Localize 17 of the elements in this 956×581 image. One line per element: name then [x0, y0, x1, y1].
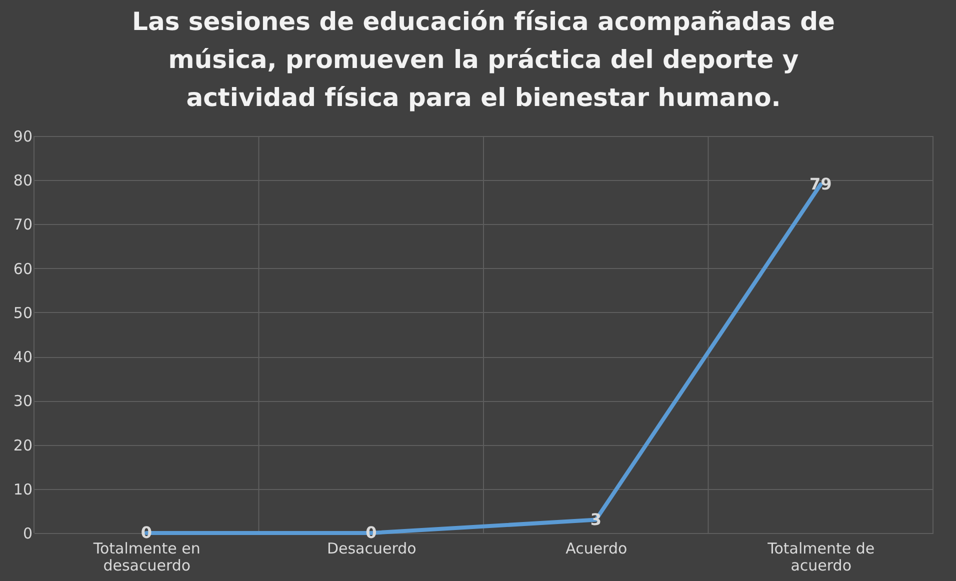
y-tick-label: 50	[13, 304, 32, 322]
data-label: 79	[809, 174, 832, 194]
chart-title: Las sesiones de educación física acompañadas de música, promueven la práctica del deporte y actividad física para el bienestar humano.	[132, 7, 835, 112]
x-tick-label: Acuerdo	[566, 540, 628, 558]
y-tick-label: 60	[13, 260, 32, 278]
y-tick-label: 30	[13, 392, 32, 410]
x-tick-label: Desacuerdo	[326, 540, 416, 558]
y-tick-label: 40	[13, 348, 32, 366]
x-tick-label: Totalmente de acuerdo	[766, 540, 875, 574]
y-tick-label: 80	[13, 172, 32, 190]
x-tick-label: Totalmente en desacuerdo	[92, 540, 200, 574]
y-tick-label: 90	[13, 128, 32, 146]
y-tick-label: 70	[13, 216, 32, 234]
data-label: 0	[366, 523, 377, 542]
y-tick-label: 10	[13, 480, 32, 498]
y-tick-label: 20	[13, 436, 32, 454]
y-tick-label: 0	[22, 524, 32, 542]
